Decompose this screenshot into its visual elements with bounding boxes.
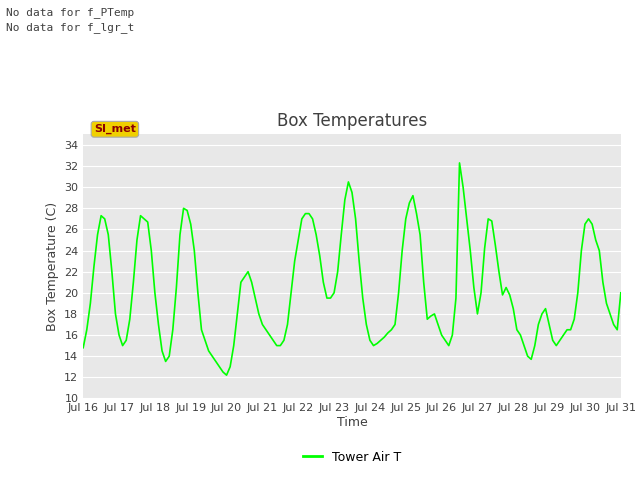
X-axis label: Time: Time (337, 416, 367, 429)
Text: No data for f_lgr_t: No data for f_lgr_t (6, 22, 134, 33)
Legend: Tower Air T: Tower Air T (298, 446, 406, 469)
Text: No data for f_PTemp: No data for f_PTemp (6, 7, 134, 18)
Title: Box Temperatures: Box Temperatures (277, 112, 427, 130)
Text: SI_met: SI_met (94, 124, 136, 134)
Y-axis label: Box Temperature (C): Box Temperature (C) (45, 202, 58, 331)
